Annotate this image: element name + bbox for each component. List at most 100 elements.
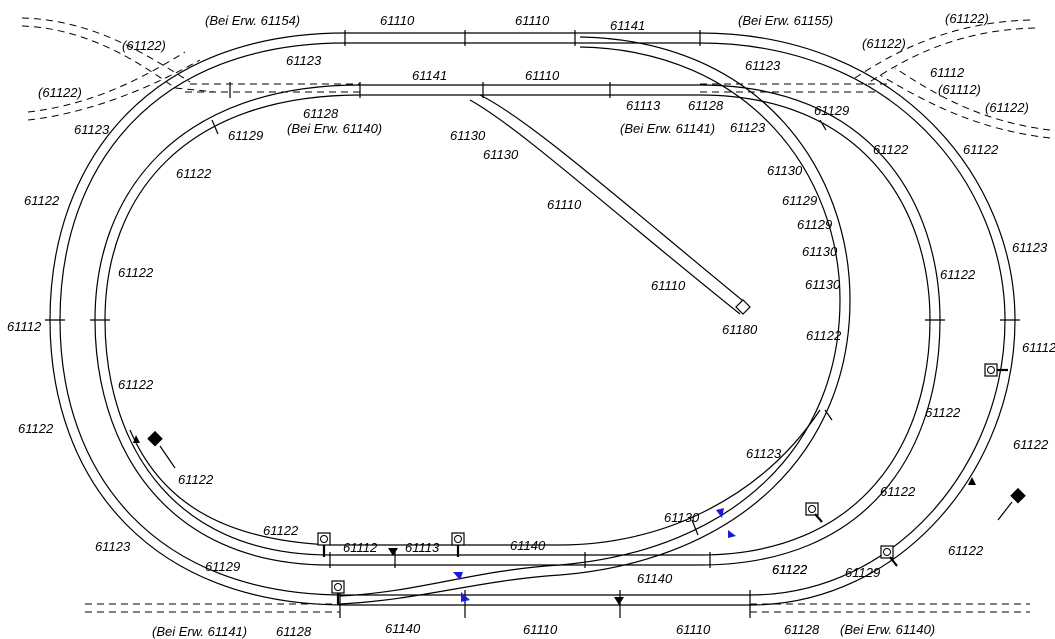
middle-loop-rail-a (94, 84, 941, 566)
blue-isolator-marker-4 (461, 592, 470, 602)
track-label: 61141 (412, 68, 447, 83)
ext-top-left-upper (21, 17, 191, 83)
track-label: 61130 (664, 510, 700, 525)
ext-top-right-upper (864, 27, 1036, 86)
outer-loop-rail-a (49, 32, 1016, 606)
track-label: 61130 (805, 277, 841, 292)
track-label: (Bei Erw. 61155) (738, 13, 833, 28)
track-label: (Bei Erw. 61140) (287, 121, 382, 136)
spur-track (469, 94, 751, 315)
inner-crossing-track (129, 36, 851, 605)
track-label: 61113 (405, 540, 440, 555)
track-label: 61122 (24, 193, 60, 208)
track-label: 61110 (547, 197, 582, 212)
track-label: (Bei Erw. 61154) (205, 13, 300, 28)
track-label: 61122 (118, 265, 154, 280)
track-label: 61129 (782, 193, 817, 208)
track-label: 61112 (1022, 340, 1055, 355)
track-label: 61112 (7, 319, 42, 334)
track-labels: (Bei Erw. 61154) 61110 61110 61141 (Bei … (7, 11, 1055, 639)
track-label: 61110 (525, 68, 560, 83)
track-label: (61122) (38, 85, 82, 100)
track-label: (61122) (862, 36, 906, 51)
signal-icon-bottom-3 (331, 580, 345, 604)
track-label: 61123 (74, 122, 110, 137)
ext-top-right-lower-2 (894, 67, 1051, 131)
track-label: (Bei Erw. 61141) (620, 121, 715, 136)
track-label: 61122 (1013, 437, 1049, 452)
track-label: 61112 (930, 65, 965, 80)
track-label: (61122) (122, 38, 166, 53)
signal-icon-bottom-2 (451, 532, 465, 557)
spur-rail-a (479, 94, 749, 306)
triangle-marker-bottom-1 (388, 548, 398, 556)
track-label: 61122 (118, 377, 154, 392)
track-label: (Bei Erw. 61141) (152, 624, 247, 639)
track-label: 61122 (963, 142, 999, 157)
track-label: 61122 (880, 484, 916, 499)
track-label: 61123 (1012, 240, 1048, 255)
ext-top-right-lower (879, 74, 1051, 139)
track-label: 61140 (510, 538, 546, 553)
track-label: 61128 (276, 624, 312, 639)
markers (133, 430, 1026, 605)
track-label: 61123 (95, 539, 131, 554)
middle-loop-rail-b (104, 94, 931, 556)
ext-top-left-lower (27, 51, 186, 113)
track-label: 61123 (286, 53, 322, 68)
track-label: 61123 (745, 58, 781, 73)
track-label: 61110 (676, 622, 711, 637)
signal-icon-bottom-1 (317, 532, 331, 557)
switch-lever-icon-right (1010, 487, 1026, 504)
track-label: 61110 (380, 13, 415, 28)
ext-top-left-lower-2 (27, 59, 201, 121)
inner-track-lower-left-a (129, 409, 821, 546)
track-label: 61123 (746, 446, 782, 461)
middle-loop (94, 84, 941, 566)
track-label: 61129 (845, 565, 880, 580)
track-label: 61122 (806, 328, 842, 343)
track-label: 61130 (450, 128, 486, 143)
track-section-marks (45, 30, 1020, 618)
inner-track-rail-b (339, 46, 841, 597)
ext-top-left-upper-2 (21, 25, 216, 93)
track-label: 61129 (814, 103, 849, 118)
track-label: (61122) (945, 11, 989, 26)
track-label: 61140 (385, 621, 421, 636)
track-label: 61112 (343, 540, 378, 555)
track-label: 61122 (18, 421, 54, 436)
track-label: 61110 (515, 13, 550, 28)
triangle-marker-bottom-2 (614, 597, 624, 605)
track-label: 61141 (610, 18, 645, 33)
track-label: 61128 (784, 622, 820, 637)
track-label: 61122 (940, 267, 976, 282)
track-label: 61123 (730, 120, 766, 135)
track-label: 61129 (797, 217, 832, 232)
buffer-stop-icon (735, 299, 751, 315)
track-label: 61113 (626, 98, 661, 113)
spur-rail-b (469, 99, 741, 315)
track-label: 61110 (523, 622, 558, 637)
track-label: 61122 (263, 523, 299, 538)
blue-isolator-marker-1 (716, 508, 724, 518)
triangle-marker-left (133, 435, 140, 443)
signal-icon-right-1 (984, 363, 1008, 377)
track-label: 61128 (303, 106, 339, 121)
track-label: 61122 (873, 142, 909, 157)
signals (317, 363, 1008, 604)
triangle-marker-right (968, 477, 976, 485)
outer-loop-rail-b (59, 42, 1006, 596)
track-label: 61122 (178, 472, 214, 487)
track-label: 61128 (688, 98, 724, 113)
track-label: 61122 (925, 405, 961, 420)
track-label: 61140 (637, 571, 673, 586)
inner-track-rail-a (339, 36, 851, 605)
extension-tracks (21, 17, 1051, 613)
ext-top-right-upper-2 (854, 19, 1031, 79)
switch-lever-icon-left (147, 430, 163, 447)
track-label: 61122 (772, 562, 808, 577)
outer-loop (49, 32, 1016, 606)
track-label: 61122 (772, 562, 808, 577)
track-label: (61112) (938, 82, 981, 97)
